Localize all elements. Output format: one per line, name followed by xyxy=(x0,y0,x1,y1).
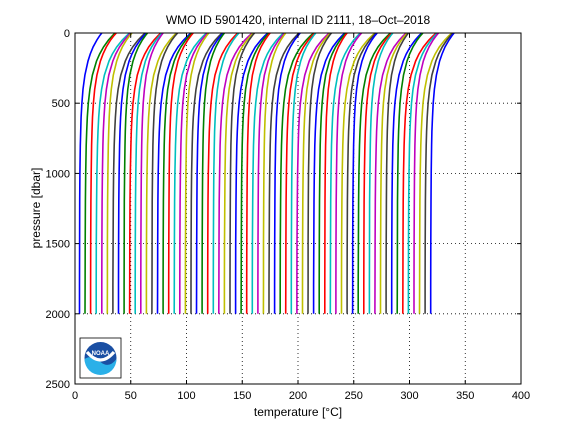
profile-line xyxy=(284,32,316,314)
profile-line xyxy=(156,32,192,314)
profile-line xyxy=(234,32,269,314)
y-tick-label: 0 xyxy=(64,28,70,40)
y-axis-label: pressure [dbar] xyxy=(29,168,43,249)
y-tick-label: 1500 xyxy=(46,239,70,251)
profile-line xyxy=(128,32,162,314)
profile-line xyxy=(245,32,271,314)
profile-line xyxy=(329,32,361,314)
profile-line xyxy=(223,32,254,314)
x-axis-label: temperature [°C] xyxy=(254,405,342,419)
profile-line xyxy=(318,32,347,314)
profile-line xyxy=(251,32,285,314)
profile-line xyxy=(268,32,300,314)
profile-line xyxy=(429,32,455,314)
profile-line xyxy=(307,32,333,314)
profile-line xyxy=(418,32,453,314)
profile-line xyxy=(106,32,133,314)
profile-line xyxy=(407,32,438,314)
noaa-logo-text: NOAA xyxy=(92,351,110,357)
profile-line xyxy=(78,32,103,314)
profile-line xyxy=(390,32,423,314)
profile-line xyxy=(357,32,392,314)
profile-line xyxy=(162,32,193,314)
profile-line xyxy=(401,32,437,314)
series-group xyxy=(78,32,455,314)
profile-line xyxy=(134,32,163,314)
profile-line xyxy=(368,32,394,314)
profile-line xyxy=(190,32,223,314)
profile-line xyxy=(290,32,317,314)
profile-line xyxy=(424,32,454,314)
profile-line xyxy=(301,32,331,314)
profile-line xyxy=(212,32,240,314)
profile-line xyxy=(413,32,440,314)
profile-line xyxy=(140,32,164,314)
profile-line xyxy=(385,32,410,314)
profile-line xyxy=(296,32,330,314)
noaa-logo-icon: NOAA xyxy=(79,337,122,379)
profile-line xyxy=(89,32,117,314)
profile-line xyxy=(374,32,407,314)
profile-line xyxy=(167,32,194,314)
x-tick-label: 150 xyxy=(233,390,251,402)
profile-line xyxy=(201,32,226,314)
profile-line xyxy=(123,32,149,314)
profile-line xyxy=(340,32,376,314)
x-tick-label: 300 xyxy=(400,390,418,402)
profile-line xyxy=(229,32,256,314)
profile-line xyxy=(262,32,287,314)
profile-line xyxy=(362,32,393,314)
profile-line xyxy=(84,32,116,314)
profile-line xyxy=(335,32,363,314)
profile-line xyxy=(240,32,270,314)
profile-line xyxy=(206,32,239,314)
profile-line xyxy=(218,32,253,314)
profile-line xyxy=(173,32,208,314)
profile-line xyxy=(151,32,179,314)
x-tick-label: 50 xyxy=(125,390,137,402)
x-tick-label: 100 xyxy=(177,390,195,402)
grid-lines xyxy=(75,33,521,384)
y-tick-label: 500 xyxy=(52,98,70,110)
profile-line xyxy=(279,32,315,314)
profile-line xyxy=(101,32,132,314)
profile-line xyxy=(145,32,178,314)
axis-ticks: 0 50 100 150 200 250 300 350 400 0 500 1000 1500 2000… xyxy=(46,28,531,402)
profile-line xyxy=(95,32,131,314)
chart-title: WMO ID 5901420, internal ID 2111, 18–Oct… xyxy=(166,13,431,27)
x-tick-label: 200 xyxy=(289,390,307,402)
profile-line xyxy=(273,32,301,314)
profile-line xyxy=(112,32,146,314)
y-tick-label: 1000 xyxy=(46,168,70,180)
profile-line xyxy=(117,32,147,314)
profile-line xyxy=(312,32,346,314)
profile-line xyxy=(379,32,408,314)
profile-line xyxy=(184,32,210,314)
y-tick-label: 2000 xyxy=(46,309,70,321)
x-tick-label: 0 xyxy=(72,390,78,402)
x-tick-label: 350 xyxy=(456,390,474,402)
profile-line xyxy=(323,32,348,314)
profile-line xyxy=(346,32,377,314)
y-tick-label: 2500 xyxy=(46,379,70,391)
profile-line xyxy=(179,32,209,314)
profile-line xyxy=(351,32,378,314)
profile-line xyxy=(195,32,224,314)
x-tick-label: 250 xyxy=(345,390,363,402)
profile-line xyxy=(257,32,286,314)
profile-line xyxy=(396,32,424,314)
x-tick-label: 400 xyxy=(512,390,530,402)
